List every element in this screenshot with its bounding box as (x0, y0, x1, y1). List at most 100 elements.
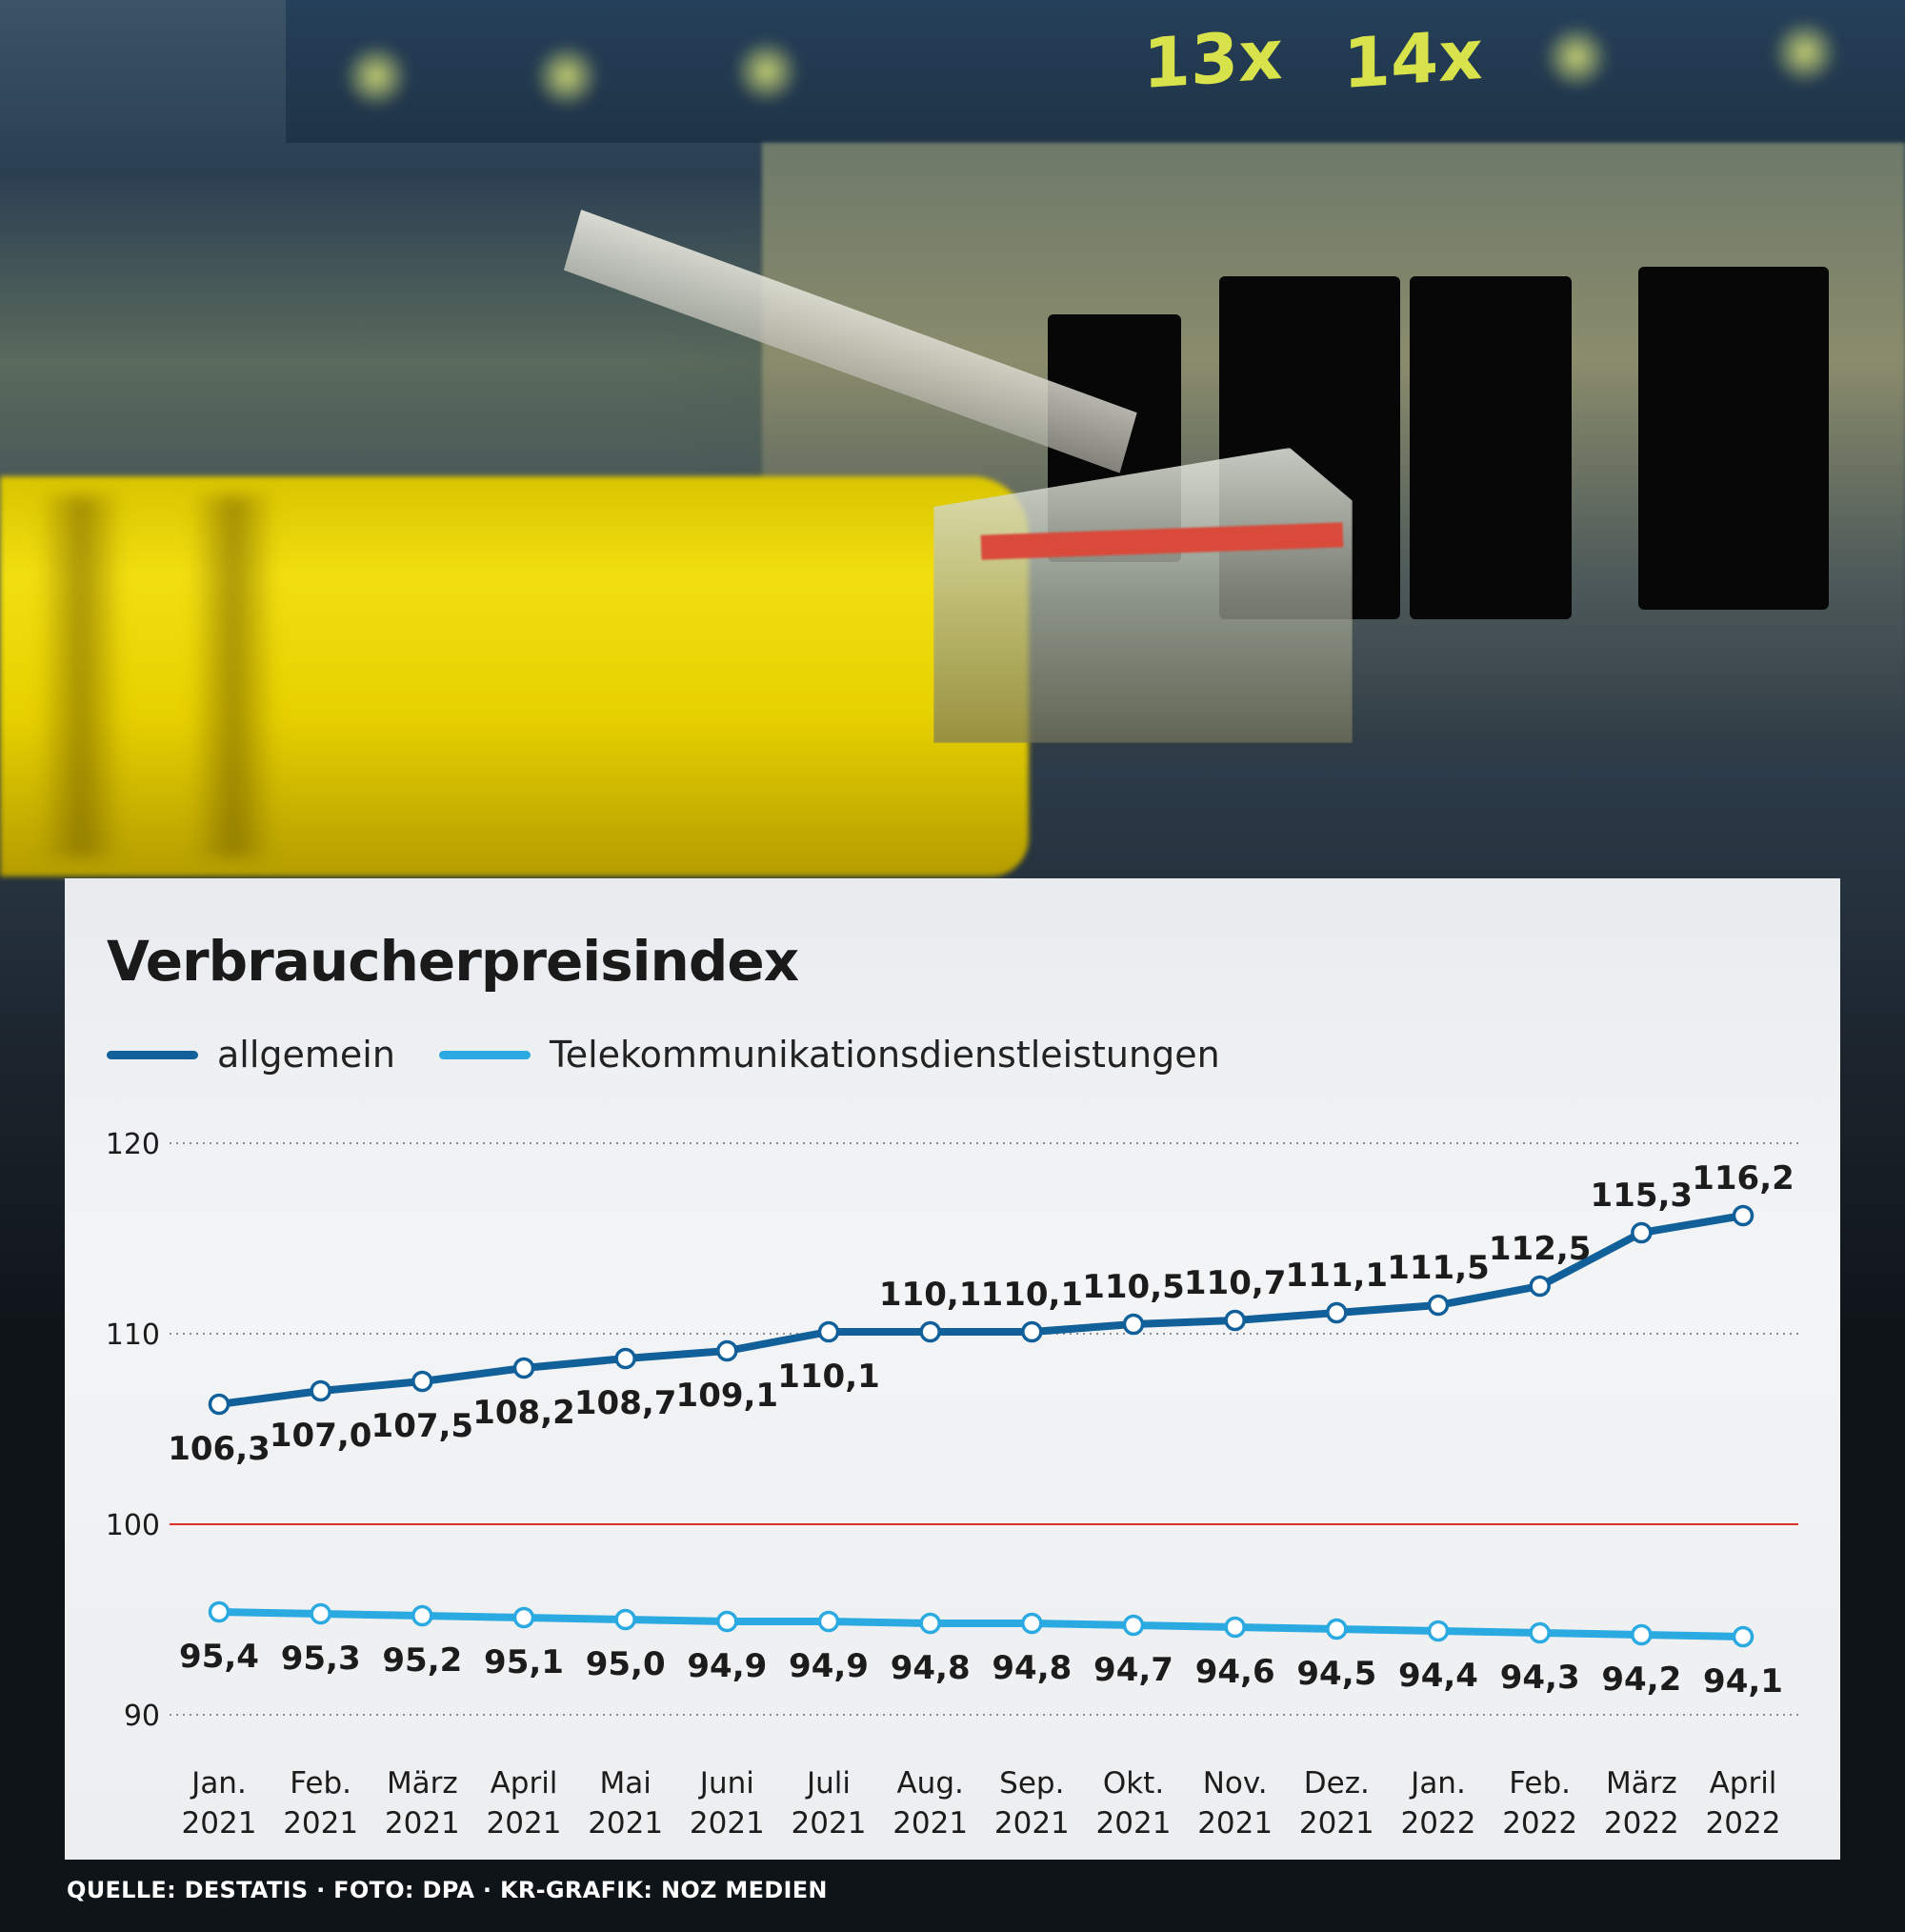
chart-legend: allgemein Telekommunikationsdienstleistu… (107, 1031, 1264, 1078)
data-label: 109,1 (676, 1377, 779, 1415)
data-point (411, 1370, 433, 1393)
data-point (919, 1612, 941, 1635)
data-label: 94,5 (1296, 1655, 1376, 1693)
y-tick-label: 90 (124, 1700, 160, 1733)
status-led (343, 43, 410, 110)
x-tick-label: 2021 (1096, 1806, 1172, 1841)
data-point (1529, 1621, 1551, 1644)
data-label: 94,9 (789, 1647, 869, 1685)
data-label: 112,5 (1489, 1230, 1592, 1268)
y-tick-label: 120 (106, 1128, 160, 1161)
x-tick-label: März (387, 1766, 458, 1801)
y-tick-label: 100 (106, 1509, 160, 1542)
data-label: 95,3 (281, 1640, 361, 1678)
data-point (1529, 1275, 1551, 1298)
cable-ring (38, 495, 124, 857)
x-tick-label: Nov. (1203, 1766, 1268, 1801)
x-tick-label: 2021 (690, 1806, 765, 1841)
data-point (1732, 1204, 1755, 1227)
data-point (1122, 1313, 1145, 1336)
data-label: 110,1 (981, 1276, 1084, 1314)
data-point (310, 1379, 331, 1402)
legend-label-telekommunikation: Telekommunikationsdienstleistungen (549, 1034, 1220, 1076)
data-point (1427, 1620, 1450, 1642)
status-led (1772, 19, 1838, 86)
rj45-plug (933, 448, 1353, 743)
data-label: 95,1 (484, 1643, 564, 1681)
x-tick-label: 2022 (1604, 1806, 1679, 1841)
x-tick-label: Feb. (290, 1766, 351, 1801)
x-tick-label: 2021 (385, 1806, 460, 1841)
data-point (208, 1600, 231, 1623)
x-tick-label: Sep. (999, 1766, 1064, 1801)
data-point (919, 1320, 941, 1343)
data-label: 94,7 (1093, 1651, 1173, 1689)
data-point (716, 1610, 738, 1633)
data-point (1732, 1625, 1755, 1648)
legend-swatch-telekommunikation (438, 1050, 531, 1059)
data-point (1122, 1614, 1145, 1637)
chart-title: Verbraucherpreisindex (107, 929, 799, 994)
data-label: 95,2 (382, 1641, 462, 1680)
x-tick-label: 2021 (487, 1806, 562, 1841)
data-point (411, 1604, 433, 1627)
data-label: 94,9 (687, 1647, 767, 1685)
series-line-allgemein (215, 1212, 1747, 1408)
ethernet-socket (1410, 276, 1572, 619)
x-tick-label: 2022 (1401, 1806, 1476, 1841)
data-point (614, 1608, 636, 1631)
source-credit: QUELLE: DESTATIS · FOTO: DPA · KR-GRAFIK… (67, 1877, 828, 1903)
x-tick-label: 2021 (283, 1806, 358, 1841)
legend-swatch-allgemein (107, 1050, 198, 1059)
data-point (1631, 1221, 1653, 1244)
data-label: 110,1 (777, 1358, 880, 1396)
x-tick-label: Feb. (1509, 1766, 1571, 1801)
data-label: 110,7 (1184, 1264, 1287, 1302)
legend-label-allgemein: allgemein (217, 1034, 395, 1076)
cable-ring (190, 495, 276, 857)
data-point (614, 1347, 636, 1370)
data-point (716, 1339, 738, 1362)
data-point (1326, 1618, 1348, 1640)
data-point (1224, 1616, 1246, 1639)
x-tick-label: Aug. (896, 1766, 963, 1801)
x-tick-label: Okt. (1103, 1766, 1164, 1801)
x-tick-label: 2021 (994, 1806, 1070, 1841)
data-point (1021, 1320, 1043, 1343)
data-label: 94,4 (1398, 1657, 1478, 1695)
data-label: 111,1 (1286, 1257, 1389, 1295)
data-label: 116,2 (1692, 1159, 1795, 1197)
x-tick-label: Jan. (1409, 1766, 1466, 1801)
yellow-network-cable (0, 476, 1029, 876)
data-point (1021, 1612, 1043, 1635)
ethernet-socket (1638, 267, 1829, 610)
x-tick-label: Juni (698, 1766, 754, 1801)
data-point (817, 1610, 840, 1633)
x-tick-label: April (491, 1766, 558, 1801)
x-tick-label: 2021 (1299, 1806, 1374, 1841)
x-tick-label: Juli (805, 1766, 851, 1801)
x-tick-label: 2021 (892, 1806, 968, 1841)
status-led (533, 43, 600, 110)
status-led (1543, 24, 1610, 91)
x-tick-label: Dez. (1304, 1766, 1370, 1801)
data-label: 107,0 (270, 1417, 372, 1455)
data-label: 108,7 (574, 1384, 677, 1422)
x-tick-label: 2021 (588, 1806, 663, 1841)
data-label: 94,1 (1703, 1662, 1783, 1701)
data-point (310, 1602, 331, 1625)
data-label: 94,2 (1601, 1660, 1681, 1699)
data-label: 108,2 (472, 1394, 575, 1432)
data-label: 94,6 (1195, 1653, 1275, 1691)
data-point (817, 1320, 840, 1343)
data-label: 95,4 (179, 1638, 259, 1676)
x-tick-label: Mai (599, 1766, 651, 1801)
y-tick-label: 110 (106, 1318, 160, 1352)
data-label: 115,3 (1591, 1177, 1694, 1215)
data-label: 107,5 (371, 1407, 474, 1445)
data-label: 106,3 (168, 1430, 271, 1468)
legend-item-allgemein: allgemein (107, 1034, 395, 1076)
data-point (512, 1357, 535, 1379)
x-tick-label: Jan. (190, 1766, 247, 1801)
